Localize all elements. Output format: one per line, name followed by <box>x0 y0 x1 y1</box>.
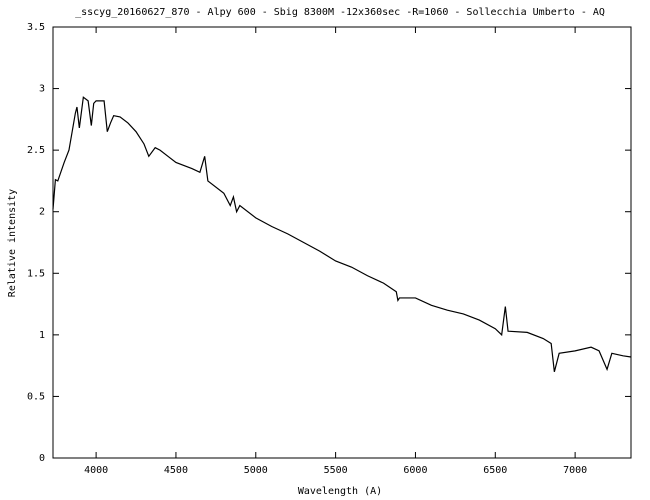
y-tick-label: 0.5 <box>27 391 45 402</box>
x-tick-label: 5000 <box>244 465 268 476</box>
y-tick-label: 2.5 <box>27 145 45 156</box>
plot-border <box>52 26 632 459</box>
x-tick-label: 4000 <box>84 465 108 476</box>
y-tick-label: 2 <box>39 207 45 218</box>
y-tick-label: 3.5 <box>27 22 45 33</box>
y-tick-label: 3 <box>39 84 45 95</box>
y-axis-label: Relative intensity <box>7 189 18 297</box>
x-axis-label: Wavelength (A) <box>298 486 382 497</box>
x-tick-label: 5500 <box>324 465 348 476</box>
x-tick-label: 6000 <box>403 465 427 476</box>
y-tick-label: 0 <box>39 453 45 464</box>
data-line <box>52 96 632 372</box>
x-tick-label: 7000 <box>563 465 587 476</box>
x-tick-label: 4500 <box>164 465 188 476</box>
y-tick-label: 1.5 <box>27 268 45 279</box>
y-tick-label: 1 <box>39 330 45 341</box>
chart-title: _sscyg_20160627_870 - Alpy 600 - Sbig 83… <box>75 7 605 18</box>
x-tick-label: 6500 <box>483 465 507 476</box>
